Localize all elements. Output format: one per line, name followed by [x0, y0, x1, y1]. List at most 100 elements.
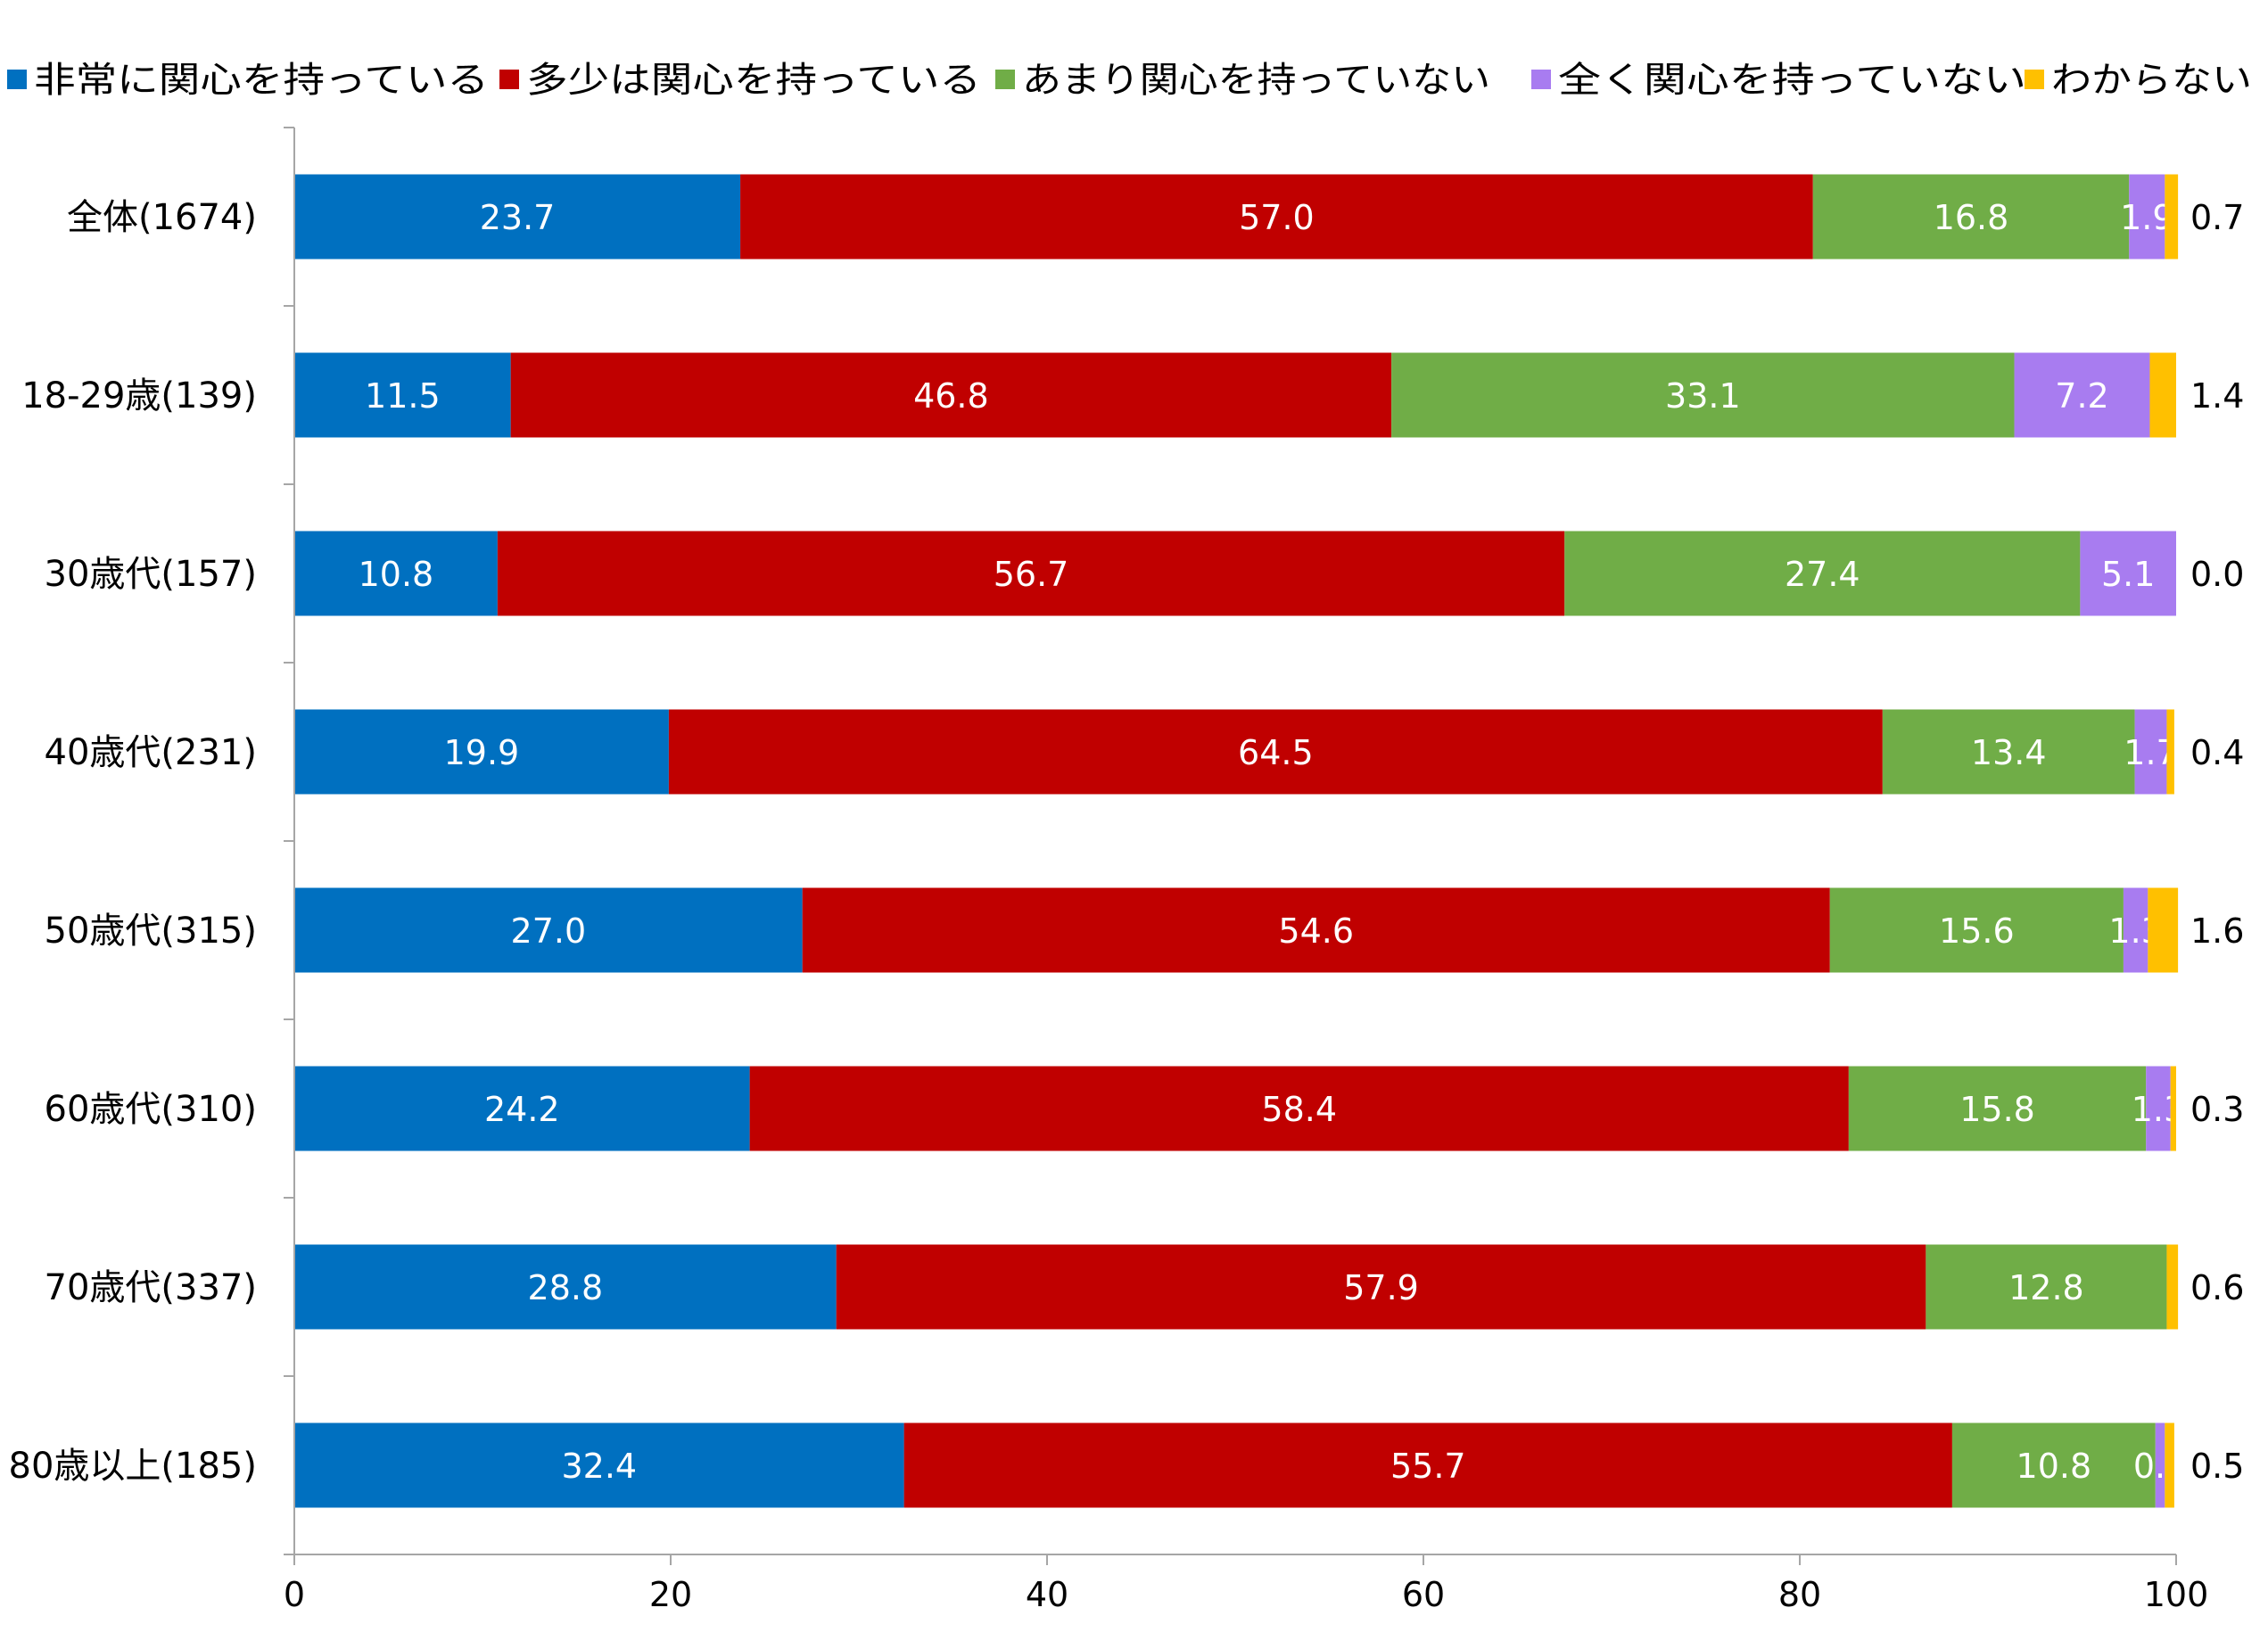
x-tick-label: 100 — [2144, 1575, 2209, 1614]
data-label: 54.6 — [1278, 911, 1354, 951]
bar-segment — [740, 174, 1813, 260]
category-label: 60歳代(310) — [45, 1089, 257, 1130]
data-label: 10.8 — [2016, 1447, 2092, 1486]
bar-segment — [1882, 709, 2135, 795]
bar-segment — [1829, 887, 2124, 973]
bar-segment — [294, 887, 803, 973]
data-label: 16.8 — [1934, 198, 2009, 237]
data-label: 15.8 — [1959, 1090, 2035, 1129]
bar-segment — [1391, 352, 2015, 438]
legend-swatch — [1531, 70, 1551, 89]
data-label: 0.4 — [2190, 733, 2244, 772]
legend-swatch — [2025, 70, 2044, 89]
data-label: 0.5 — [2133, 1447, 2187, 1486]
bar-segment — [2146, 1066, 2171, 1151]
data-label: 5.1 — [2101, 555, 2155, 594]
data-label: 64.5 — [1238, 733, 1314, 772]
data-label: 57.0 — [1239, 198, 1315, 237]
data-label: 57.9 — [1343, 1268, 1419, 1307]
data-label: 56.7 — [994, 555, 1069, 594]
data-label: 27.0 — [511, 911, 587, 951]
category-label: 40歳代(231) — [45, 732, 257, 773]
data-label: 55.7 — [1390, 1447, 1466, 1486]
legend-label: あまり関心を持っていない — [1022, 60, 1490, 101]
bar-segment — [2148, 887, 2179, 973]
data-label: 33.1 — [1665, 376, 1741, 416]
data-label: 11.5 — [365, 376, 441, 416]
plot-area: 23.7 57.0 16.8 1.9 0.711.5 46.8 33.1 7.2 1.410.8… — [294, 174, 2244, 1508]
data-label: 32.4 — [562, 1447, 638, 1486]
bar-segment — [2014, 352, 2150, 438]
data-label: 1.3 — [2132, 1090, 2185, 1129]
bar-segment — [294, 352, 511, 438]
bar-segment — [294, 174, 741, 260]
legend-label: 多少は関心を持っている — [526, 60, 981, 101]
bar-segment — [2123, 887, 2148, 973]
bar-segment — [294, 1066, 750, 1151]
data-label: 27.4 — [1785, 555, 1860, 594]
data-label: 19.9 — [444, 733, 520, 772]
x-tick-label: 20 — [649, 1575, 692, 1614]
category-label: 70歳代(337) — [45, 1267, 257, 1308]
category-label: 全体(1674) — [67, 197, 257, 238]
bar-segment — [903, 1422, 1952, 1508]
legend-swatch — [7, 70, 27, 89]
bar-segment — [2170, 1066, 2176, 1151]
axes: 全体(1674) 18-29歳(139) 30歳代(157) 40歳代(231) 50歳… — [9, 127, 2209, 1614]
bar-segment — [2165, 1422, 2174, 1508]
data-label: 58.4 — [1261, 1090, 1337, 1129]
bar-segment — [1564, 531, 2081, 616]
category-label: 80歳以上(185) — [9, 1446, 257, 1487]
legend-label: 全く関心を持っていない — [1558, 60, 2026, 101]
bar-segment — [749, 1066, 1849, 1151]
bar-segment — [2149, 352, 2176, 438]
data-label: 0.6 — [2190, 1268, 2244, 1307]
category-label: 50歳代(315) — [45, 911, 257, 952]
data-label: 7.2 — [2055, 376, 2108, 416]
legend-label: 非常に関心を持っている — [34, 60, 489, 101]
category-label: 18-29歳(139) — [21, 375, 257, 416]
data-label: 46.8 — [913, 376, 989, 416]
bar-segment — [2155, 1422, 2165, 1508]
legend: 非常に関心を持っている 多少は関心を持っている あまり関心を持っていない 全く関心を持… — [7, 60, 2252, 101]
legend-swatch — [995, 70, 1015, 89]
data-label: 23.7 — [480, 198, 556, 237]
bar-segment — [1951, 1422, 2156, 1508]
bar-segment — [2165, 174, 2179, 260]
bar-segment — [1812, 174, 2130, 260]
bar-segment — [836, 1244, 1926, 1330]
x-tick-label: 0 — [284, 1575, 305, 1614]
data-label: 24.2 — [484, 1090, 560, 1129]
x-tick-label: 60 — [1402, 1575, 1445, 1614]
legend-swatch — [499, 70, 519, 89]
bar-segment — [294, 1422, 904, 1508]
bar-segment — [2166, 709, 2174, 795]
bar-segment — [294, 531, 498, 616]
bar-segment — [497, 531, 1565, 616]
data-label: 28.8 — [528, 1268, 604, 1307]
bar-segment — [2080, 531, 2176, 616]
data-label: 12.8 — [2008, 1268, 2084, 1307]
legend-label: わからない — [2051, 60, 2252, 101]
data-label: 0.5 — [2190, 1447, 2244, 1486]
data-label: 0.7 — [2190, 198, 2244, 237]
bar-segment — [294, 709, 669, 795]
x-tick-label: 40 — [1026, 1575, 1068, 1614]
bar-segment — [2129, 174, 2165, 260]
bar-segment — [2134, 709, 2167, 795]
bar-segment — [668, 709, 1883, 795]
data-label: 10.8 — [359, 555, 434, 594]
bar-segment — [1848, 1066, 2147, 1151]
bar-segment — [1926, 1244, 2167, 1330]
bar-segment — [802, 887, 1830, 973]
bar-segment — [510, 352, 1392, 438]
data-label: 15.6 — [1939, 911, 2015, 951]
data-label: 0.0 — [2190, 555, 2244, 594]
data-label: 0.3 — [2190, 1090, 2244, 1129]
data-label: 1.6 — [2190, 911, 2244, 951]
category-label: 30歳代(157) — [45, 554, 257, 595]
bar-segment — [2166, 1244, 2179, 1330]
data-label: 13.4 — [1971, 733, 2047, 772]
x-tick-label: 80 — [1778, 1575, 1821, 1614]
